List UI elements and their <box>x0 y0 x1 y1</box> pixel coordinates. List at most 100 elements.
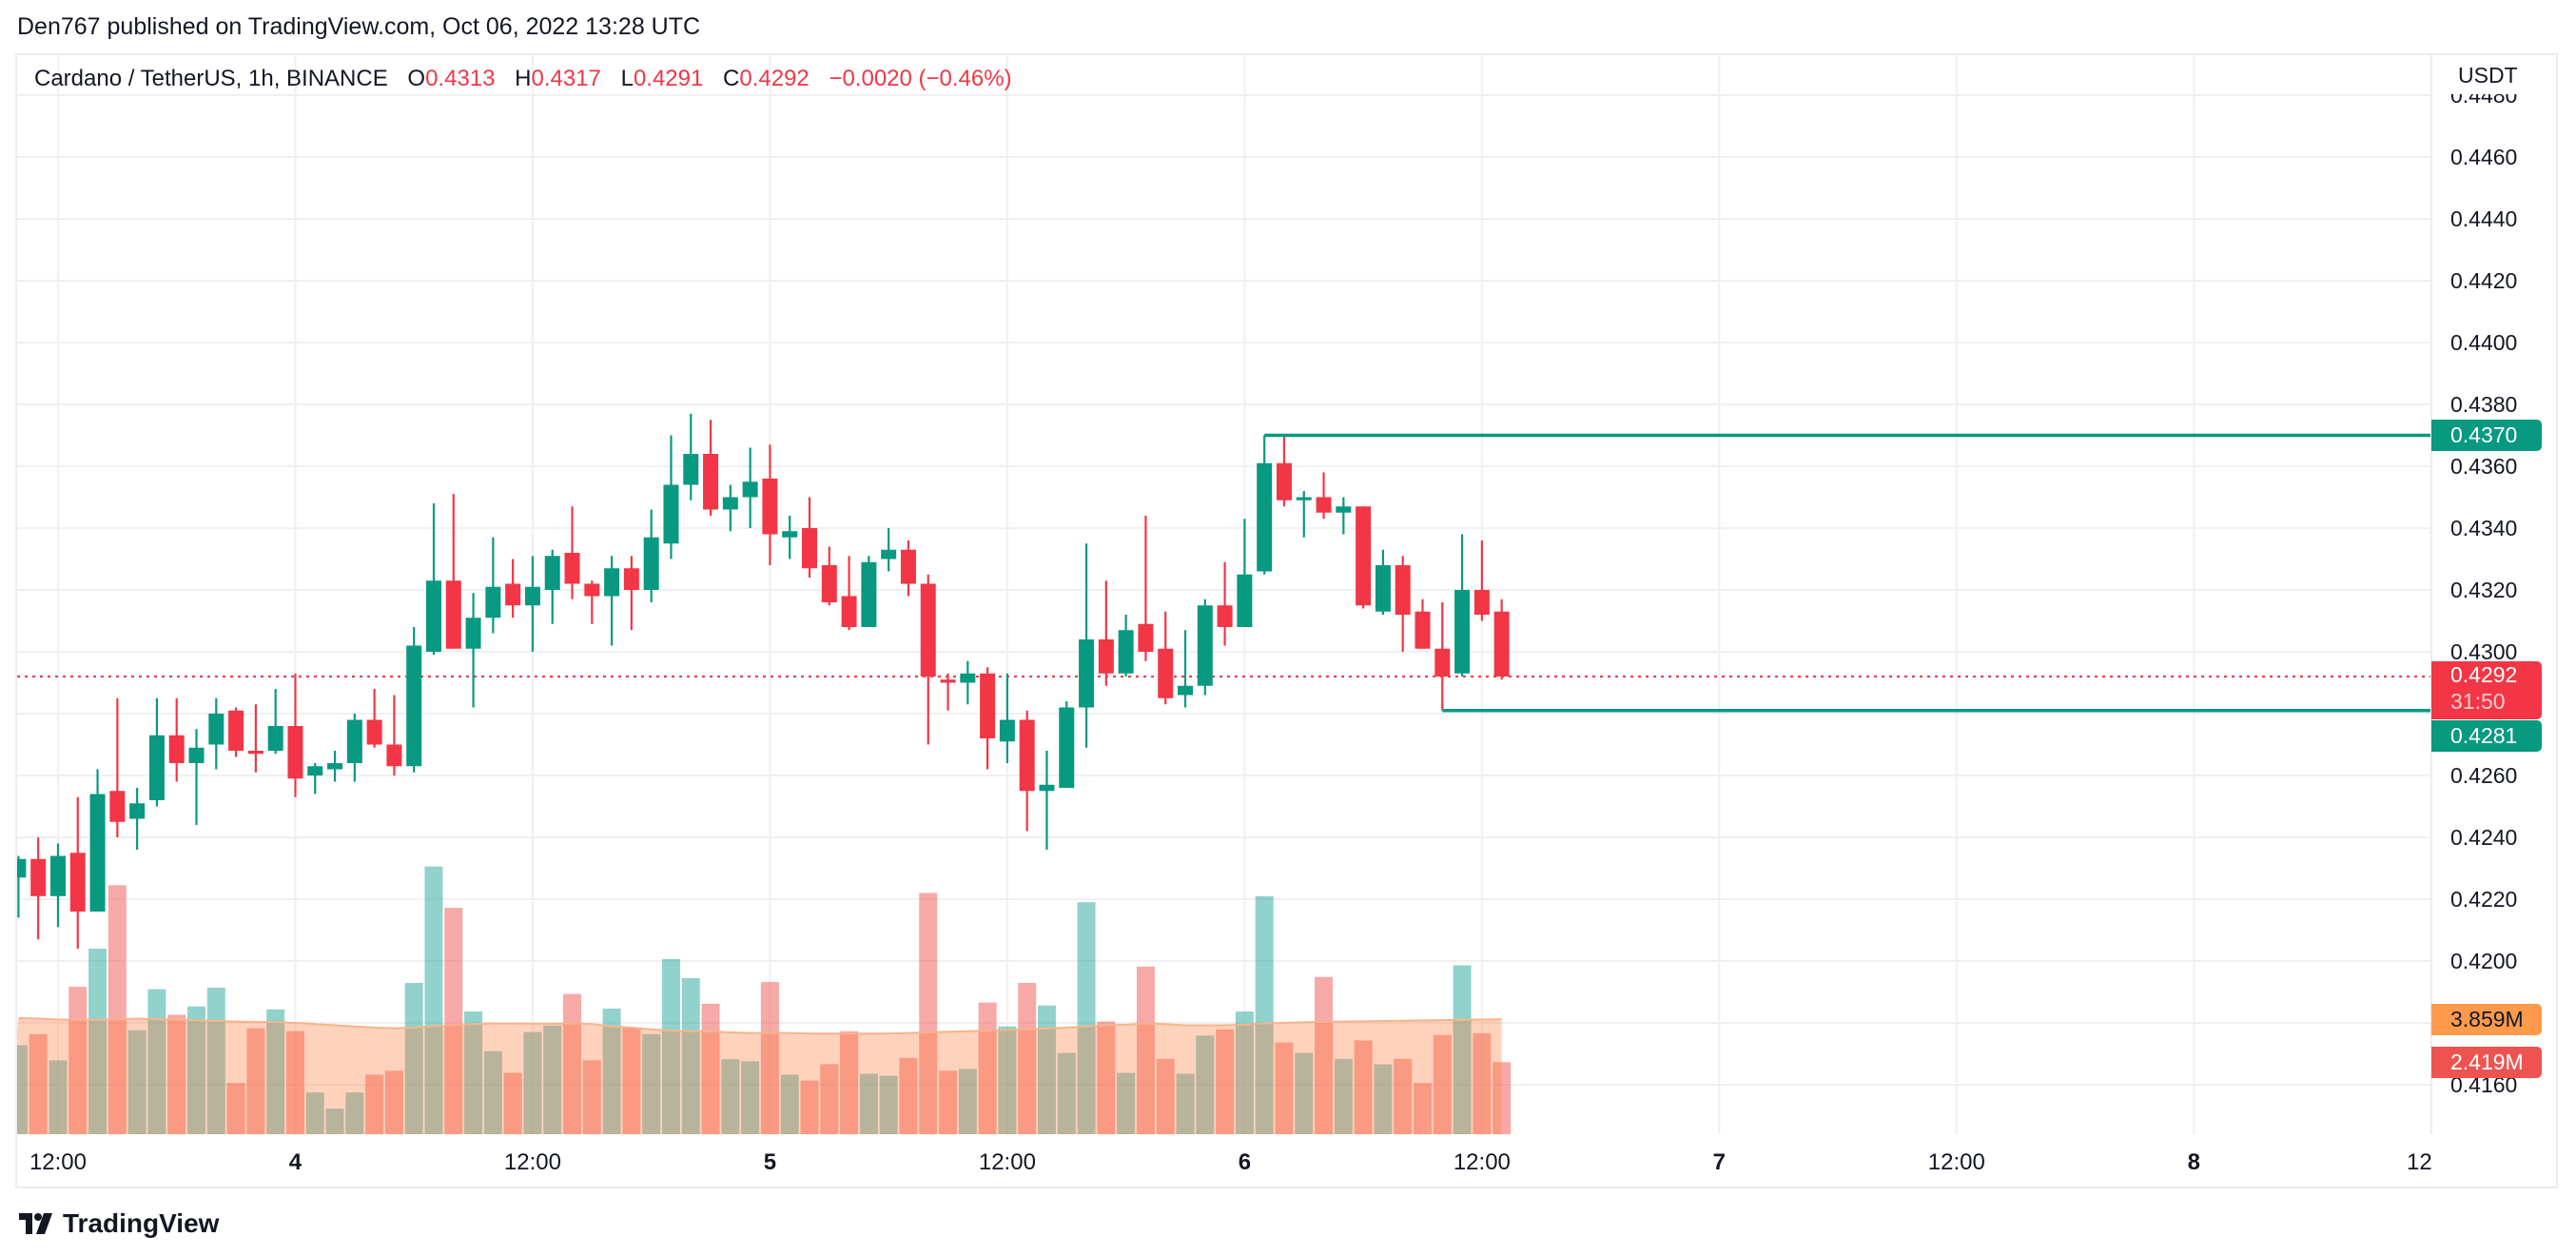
candle-body <box>940 679 956 683</box>
volume-bar <box>1433 1034 1452 1134</box>
candle-body <box>1118 630 1134 674</box>
candle-body <box>1356 506 1372 606</box>
candle-body <box>703 454 719 510</box>
tradingview-logo[interactable]: TradingView <box>19 1208 219 1239</box>
volume-bar <box>1097 1021 1116 1134</box>
candle-body <box>406 645 422 767</box>
volume-bar <box>760 982 779 1134</box>
volume-bar <box>820 1064 839 1134</box>
volume-bar <box>325 1109 344 1134</box>
candle <box>445 494 461 649</box>
volume-bar <box>1493 1062 1512 1134</box>
volume-bar <box>1295 1052 1314 1134</box>
volume-bar <box>780 1074 799 1134</box>
candle-body <box>1454 590 1471 674</box>
volume-bar <box>543 1025 562 1134</box>
candle <box>1454 534 1471 677</box>
price-label: 0.4340 <box>2450 516 2518 540</box>
candle <box>604 556 620 646</box>
volume-bar <box>1413 1083 1432 1134</box>
volume-bar <box>978 1002 997 1134</box>
volume-ma-tag: 3.859M <box>2431 1004 2542 1035</box>
candle-body <box>386 744 402 767</box>
candle <box>1178 630 1194 708</box>
legend-high-label: H <box>515 66 532 91</box>
candle-body <box>188 747 205 763</box>
volume-bar <box>68 987 88 1134</box>
candle-body <box>1375 565 1391 612</box>
candle <box>228 707 244 757</box>
candle-body <box>1276 462 1292 500</box>
candle-body <box>228 710 244 751</box>
volume-bar <box>1077 902 1096 1134</box>
time-label: 7 <box>1712 1149 1727 1175</box>
candle <box>1237 519 1253 627</box>
candle-body <box>129 803 146 819</box>
candle-body <box>1493 611 1510 677</box>
price-label: 0.4260 <box>2450 763 2518 788</box>
volume-bar <box>1037 1005 1056 1134</box>
candle <box>1217 561 1233 646</box>
time-label: 12:00 <box>978 1149 1036 1175</box>
candle-body <box>287 726 303 779</box>
candle <box>505 559 521 618</box>
volume-bar <box>167 1014 186 1134</box>
currency-label[interactable]: USDT <box>2450 63 2526 94</box>
candle <box>940 673 956 711</box>
candle <box>1375 549 1391 615</box>
candle <box>1138 516 1154 661</box>
candle <box>1356 506 1372 609</box>
candle-body <box>1098 639 1114 674</box>
candle-body <box>544 556 560 590</box>
volume-bar <box>523 1031 542 1134</box>
volume-bar <box>147 989 166 1134</box>
candle-body <box>465 618 481 649</box>
volume-bar <box>1334 1058 1353 1134</box>
volume-bar <box>1374 1064 1393 1134</box>
candle <box>722 484 738 532</box>
volume-bar <box>107 885 127 1134</box>
volume-bar <box>226 1083 245 1134</box>
legend-open: 0.4313 <box>425 66 496 91</box>
candle <box>1079 543 1095 748</box>
tag-value: 3.859M <box>2450 1007 2524 1031</box>
legend-close-label: C <box>723 66 740 91</box>
candle-body <box>307 766 323 775</box>
candle-body <box>821 565 837 602</box>
candle <box>1336 497 1352 535</box>
candle <box>623 556 639 631</box>
price-label: 0.4220 <box>2450 887 2518 912</box>
volume-bar <box>384 1070 403 1134</box>
candle-body <box>1039 784 1055 792</box>
candle <box>584 580 600 624</box>
candle <box>841 556 857 631</box>
candle <box>1118 615 1134 677</box>
price-label: 0.4360 <box>2450 454 2518 479</box>
candle <box>742 447 758 528</box>
candle <box>980 667 996 770</box>
candle <box>802 497 817 578</box>
volume-bar <box>1473 1032 1492 1134</box>
volume-bar <box>1156 1058 1175 1134</box>
candle <box>524 556 540 652</box>
candle-body <box>663 484 679 544</box>
volume-bar <box>1453 965 1472 1134</box>
legend-low: 0.4291 <box>633 66 704 91</box>
candle-body <box>604 568 620 597</box>
candle-body <box>980 673 996 738</box>
candle <box>109 697 126 837</box>
volume-bar <box>642 1033 661 1134</box>
price-tag: 0.4281 <box>2431 720 2542 752</box>
candle-body <box>722 497 738 510</box>
candle <box>1316 472 1332 520</box>
candle-body <box>643 537 659 590</box>
volume-bar <box>840 1030 859 1134</box>
price-label: 0.4240 <box>2450 825 2518 850</box>
candle-body <box>920 583 936 677</box>
publish-info: Den767 published on TradingView.com, Oct… <box>17 13 701 40</box>
tag-value: 2.419M <box>2450 1050 2524 1074</box>
candle <box>821 546 837 606</box>
candle <box>49 843 66 928</box>
candle-body <box>1158 648 1174 698</box>
